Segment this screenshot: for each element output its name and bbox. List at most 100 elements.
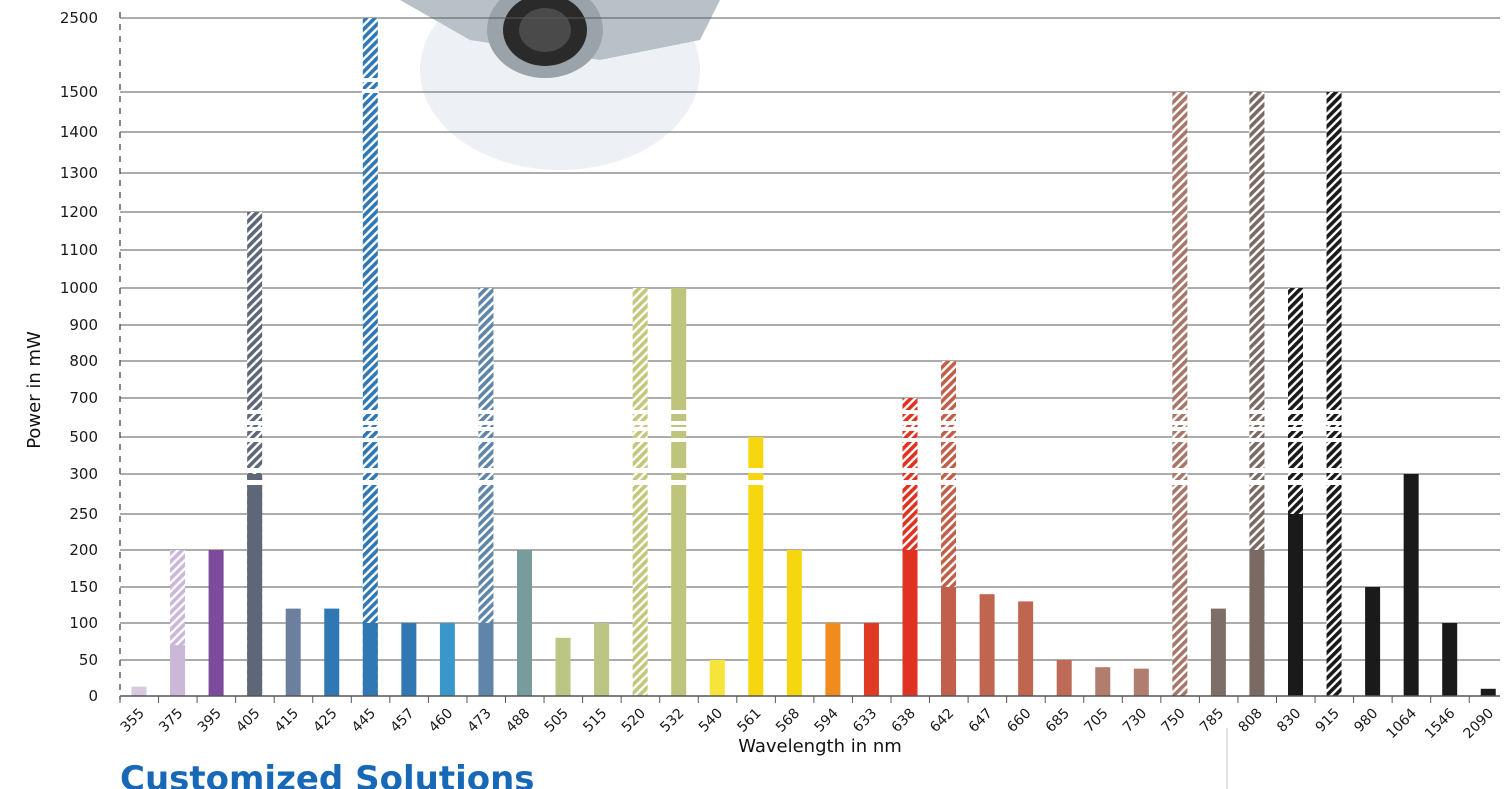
axis-break-gap xyxy=(901,480,919,485)
axis-break-gap xyxy=(1171,421,1189,425)
x-tick-label: 915 xyxy=(1313,706,1343,736)
x-tick-label: 505 xyxy=(542,706,572,736)
axis-break-gap xyxy=(1171,410,1189,414)
bar-solid-2090 xyxy=(1480,688,1496,696)
x-tick-label: 540 xyxy=(696,706,726,736)
bar-980 xyxy=(1365,587,1381,696)
y-tick-label: 1500 xyxy=(60,83,98,101)
bar-355 xyxy=(131,686,147,696)
bar-685 xyxy=(1056,660,1072,696)
bars xyxy=(131,18,1496,696)
x-tick-label: 830 xyxy=(1274,706,1304,736)
bar-solid-633 xyxy=(863,623,879,696)
axis-break-gap xyxy=(901,410,919,414)
axis-break-gap xyxy=(361,89,379,93)
axis-break-gap xyxy=(246,468,264,473)
x-tick-label: 685 xyxy=(1043,706,1073,736)
bar-solid-568 xyxy=(786,550,802,696)
bar-642 xyxy=(940,361,958,696)
axis-break-gap xyxy=(477,438,495,442)
bar-457 xyxy=(401,623,417,696)
axis-break-gap xyxy=(361,480,379,485)
x-tick-label: 638 xyxy=(889,706,919,736)
y-tick-label: 150 xyxy=(69,578,98,596)
bar-405 xyxy=(246,212,264,696)
x-tick-label: 457 xyxy=(387,706,417,736)
axis-break-gap xyxy=(361,78,379,82)
x-tick-label: 405 xyxy=(233,706,263,736)
axis-break-gap xyxy=(940,438,958,442)
bar-solid-355 xyxy=(131,686,147,696)
axis-break-gap xyxy=(940,427,958,431)
bar-1546 xyxy=(1442,623,1458,696)
axis-break-gap xyxy=(246,421,264,425)
bar-hatched-808 xyxy=(1249,92,1265,696)
bar-808 xyxy=(1248,92,1266,696)
bar-750 xyxy=(1171,92,1189,696)
axis-break-gap xyxy=(940,421,958,425)
bar-solid-473 xyxy=(478,623,494,696)
bar-hatched-750 xyxy=(1172,92,1188,696)
x-tick-label: 2090 xyxy=(1461,706,1498,743)
axis-break-gap xyxy=(940,410,958,414)
x-tick-label: 515 xyxy=(580,706,610,736)
bar-solid-1546 xyxy=(1442,623,1458,696)
axis-break-gap xyxy=(940,468,958,473)
bar-515 xyxy=(594,623,610,696)
axis-break-gap xyxy=(631,427,649,431)
axis-break-gap xyxy=(1248,427,1266,431)
bar-solid-730 xyxy=(1133,668,1149,696)
axis-break-gap xyxy=(1287,468,1304,473)
axis-break-gap xyxy=(1325,427,1343,431)
bar-hatched-445 xyxy=(362,18,378,696)
bar-solid-532 xyxy=(671,288,687,696)
x-axis-title: Wavelength in nm xyxy=(738,736,902,757)
axis-break-gap xyxy=(631,421,649,425)
axis-break-gap xyxy=(747,480,765,485)
axis-break-gap xyxy=(246,438,264,442)
bar-638 xyxy=(901,398,919,696)
y-axis-title: Power in mW xyxy=(24,331,45,449)
laser-product-image xyxy=(400,0,720,170)
x-tick-label: 561 xyxy=(734,706,764,736)
y-tick-label: 700 xyxy=(69,389,98,407)
y-tick-label: 900 xyxy=(69,316,98,334)
axis-break-gap xyxy=(901,427,919,431)
bar-594 xyxy=(825,623,841,696)
x-tick-label: 808 xyxy=(1236,706,1266,736)
x-tick-label: 532 xyxy=(657,706,687,736)
x-tick-label: 647 xyxy=(966,706,996,736)
axis-break-gap xyxy=(361,410,379,414)
bar-solid-594 xyxy=(825,623,841,696)
y-tick-label: 1100 xyxy=(60,241,98,259)
bar-561 xyxy=(747,437,765,696)
axis-break-gap xyxy=(1325,421,1343,425)
y-tick-label: 1200 xyxy=(60,203,98,221)
bar-solid-375 xyxy=(170,645,186,696)
bar-425 xyxy=(324,608,340,696)
x-tick-label: 415 xyxy=(272,706,302,736)
y-tick-label: 300 xyxy=(69,465,98,483)
axis-break-gap xyxy=(477,410,495,414)
bar-785 xyxy=(1210,608,1226,696)
axis-break-gap xyxy=(901,421,919,425)
bar-solid-1064 xyxy=(1403,474,1419,696)
axis-break-gap xyxy=(1287,438,1304,442)
bar-solid-808 xyxy=(1249,550,1265,696)
axis-break-gap xyxy=(631,480,649,485)
bar-473 xyxy=(477,288,495,696)
y-tick-label: 50 xyxy=(79,651,98,669)
axis-break-gap xyxy=(361,421,379,425)
bar-solid-638 xyxy=(902,550,918,696)
bar-540 xyxy=(709,660,725,696)
x-tick-label: 395 xyxy=(195,706,225,736)
bar-solid-445 xyxy=(362,623,378,696)
axis-break-gap xyxy=(670,480,688,485)
bar-1064 xyxy=(1403,474,1419,696)
axis-break-gap xyxy=(631,468,649,473)
x-tick-label: 730 xyxy=(1120,706,1150,736)
divider-line xyxy=(1226,728,1228,789)
x-tick-label: 473 xyxy=(465,706,495,736)
axis-break-gap xyxy=(1171,468,1189,473)
